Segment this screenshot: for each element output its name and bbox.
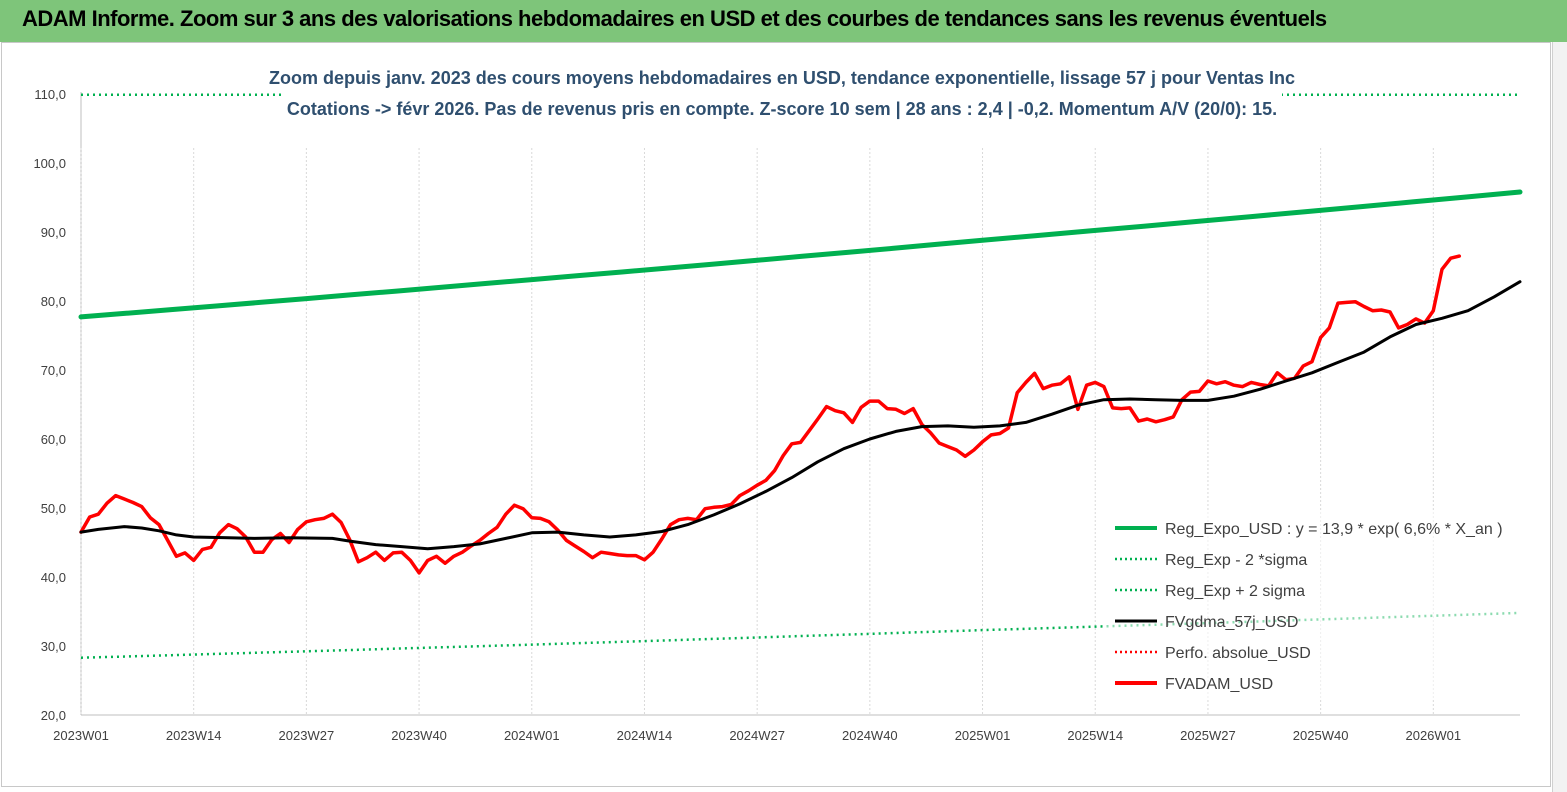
- chart-frame: [1, 42, 1551, 787]
- x-tick-label: 2023W14: [166, 728, 222, 743]
- x-tick-label: 2025W01: [955, 728, 1011, 743]
- legend-label: Reg_Expo_USD : y = 13,9 * exp( 6,6% * X_…: [1165, 521, 1503, 538]
- x-tick-label: 2025W14: [1067, 728, 1123, 743]
- x-tick-label: 2025W27: [1180, 728, 1236, 743]
- chart-title-line-2: Cotations -> févr 2026. Pas de revenus p…: [287, 99, 1277, 119]
- header-bar: ADAM Informe. Zoom sur 3 ans des valoris…: [0, 0, 1567, 42]
- legend-label: FVADAM_USD: [1165, 676, 1273, 693]
- series-line-0: [78, 189, 1523, 320]
- y-tick-label: 50,0: [41, 501, 66, 516]
- y-tick-label: 20,0: [41, 708, 66, 723]
- x-tick-label: 2026W01: [1405, 728, 1461, 743]
- y-tick-label: 110,0: [34, 87, 66, 102]
- legend-label: Reg_Exp - 2 *sigma: [1165, 552, 1307, 569]
- y-tick-label: 90,0: [41, 225, 66, 240]
- series-line-3: [79, 280, 1522, 551]
- grid-layer: 20,0 30,0 40,0 50,0 60,0 70,0 80,0 90,0 100,0 110…: [33, 87, 1520, 743]
- y-tick-label: 30,0: [41, 639, 66, 654]
- y-tick-label: 40,0: [41, 570, 66, 585]
- x-tick-label: 2024W40: [842, 728, 898, 743]
- legend: Reg_Expo_USD : y = 13,9 * exp( 6,6% * X_…: [1104, 512, 1524, 698]
- title-backdrop: [282, 60, 1282, 124]
- x-tick-label: 2023W27: [279, 728, 335, 743]
- x-tick-label: 2024W27: [729, 728, 785, 743]
- x-tick-label: 2025W40: [1293, 728, 1349, 743]
- chart-title-line-1: Zoom depuis janv. 2023 des cours moyens …: [269, 68, 1295, 88]
- y-tick-label: 80,0: [41, 294, 66, 309]
- x-tick-label: 2024W14: [617, 728, 673, 743]
- legend-label: Perfo. absolue_USD: [1165, 645, 1311, 662]
- y-tick-label: 100,0: [33, 156, 66, 171]
- legend-backdrop: [1104, 512, 1524, 698]
- y-tick-label: 70,0: [41, 363, 66, 378]
- x-tick-label: 2024W01: [504, 728, 560, 743]
- x-tick-label: 2023W01: [53, 728, 109, 743]
- legend-label: Reg_Exp + 2 sigma: [1165, 583, 1305, 600]
- x-tick-label: 2023W40: [391, 728, 447, 743]
- y-tick-label: 60,0: [41, 432, 66, 447]
- report-title: ADAM Informe. Zoom sur 3 ans des valoris…: [22, 6, 1327, 31]
- side-strip: [1552, 42, 1567, 792]
- series-line-4: [79, 254, 1462, 575]
- legend-label: FVgdma_57j_USD: [1165, 614, 1298, 631]
